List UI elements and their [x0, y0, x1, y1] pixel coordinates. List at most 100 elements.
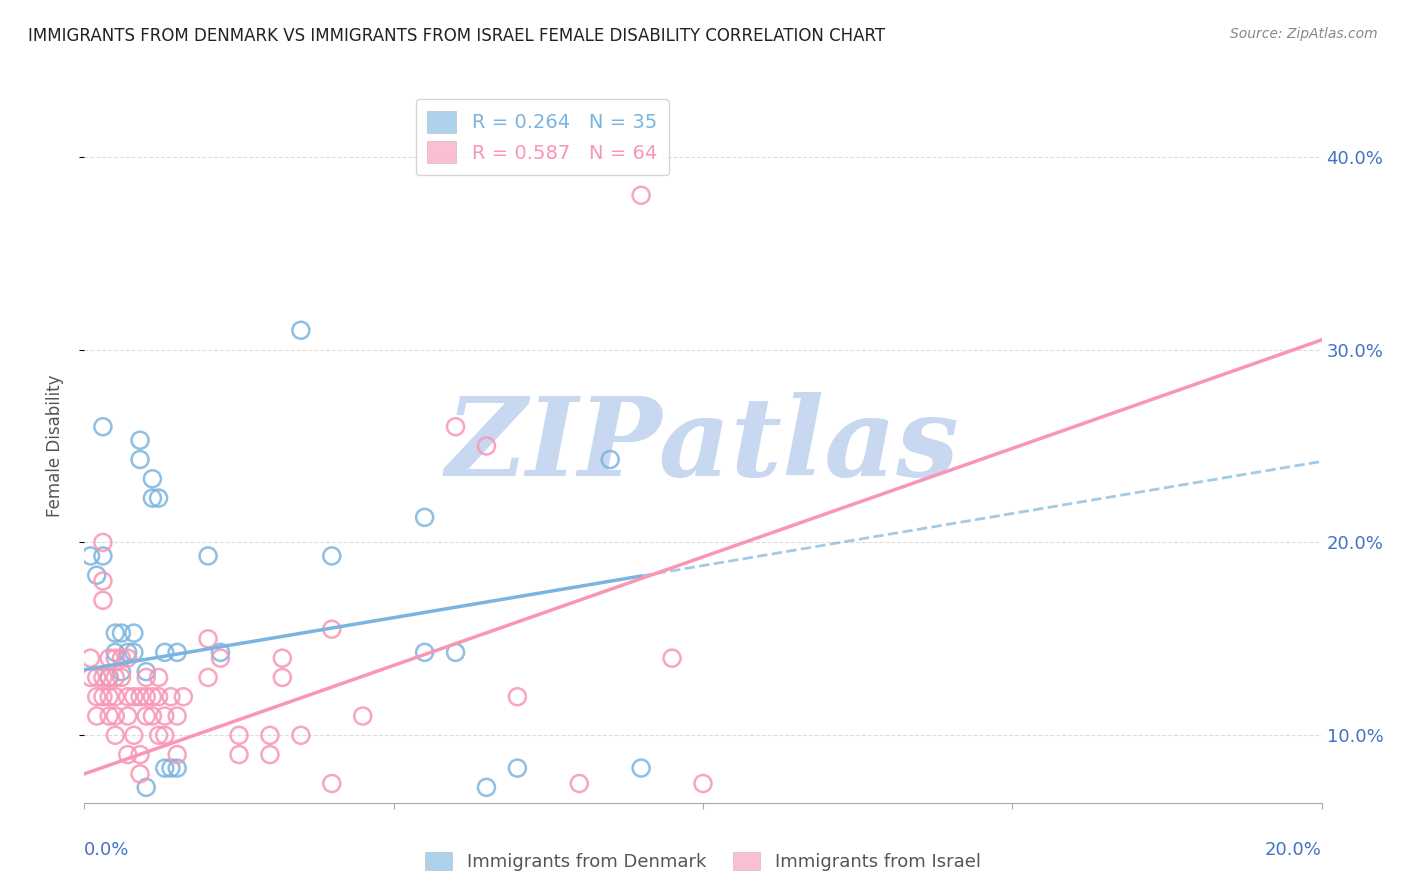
Point: [86, 709, 108, 723]
Point: [104, 670, 127, 684]
Legend: Immigrants from Denmark, Immigrants from Israel: Immigrants from Denmark, Immigrants from…: [418, 845, 988, 879]
Point: [599, 452, 621, 467]
Point: [153, 761, 176, 775]
Point: [321, 622, 343, 636]
Point: [661, 651, 683, 665]
Point: [148, 670, 170, 684]
Point: [259, 728, 281, 742]
Point: [110, 626, 132, 640]
Point: [135, 709, 157, 723]
Point: [692, 776, 714, 790]
Point: [98, 690, 121, 704]
Point: [209, 651, 232, 665]
Point: [117, 645, 139, 659]
Point: [104, 626, 127, 640]
Point: [135, 670, 157, 684]
Point: [197, 670, 219, 684]
Point: [153, 645, 176, 659]
Point: [122, 728, 145, 742]
Point: [117, 651, 139, 665]
Point: [148, 690, 170, 704]
Point: [98, 651, 121, 665]
Point: [568, 776, 591, 790]
Point: [135, 665, 157, 679]
Point: [259, 747, 281, 762]
Point: [166, 747, 188, 762]
Point: [290, 323, 312, 337]
Point: [98, 670, 121, 684]
Point: [141, 491, 163, 505]
Point: [228, 747, 250, 762]
Point: [160, 690, 183, 704]
Point: [630, 188, 652, 202]
Point: [129, 452, 152, 467]
Point: [91, 690, 114, 704]
Point: [117, 747, 139, 762]
Point: [129, 767, 152, 781]
Point: [104, 645, 127, 659]
Point: [160, 761, 183, 775]
Point: [98, 709, 121, 723]
Point: [506, 761, 529, 775]
Point: [444, 419, 467, 434]
Point: [91, 670, 114, 684]
Point: [172, 690, 194, 704]
Point: [91, 535, 114, 549]
Point: [104, 690, 127, 704]
Point: [91, 549, 114, 563]
Point: [86, 690, 108, 704]
Point: [141, 690, 163, 704]
Point: [290, 728, 312, 742]
Point: [122, 626, 145, 640]
Point: [506, 690, 529, 704]
Point: [98, 670, 121, 684]
Text: Source: ZipAtlas.com: Source: ZipAtlas.com: [1230, 27, 1378, 41]
Point: [321, 776, 343, 790]
Point: [166, 761, 188, 775]
Point: [91, 419, 114, 434]
Point: [153, 728, 176, 742]
Point: [110, 670, 132, 684]
Point: [228, 728, 250, 742]
Point: [148, 728, 170, 742]
Point: [197, 632, 219, 646]
Legend: R = 0.264   N = 35, R = 0.587   N = 64: R = 0.264 N = 35, R = 0.587 N = 64: [416, 99, 669, 175]
Text: IMMIGRANTS FROM DENMARK VS IMMIGRANTS FROM ISRAEL FEMALE DISABILITY CORRELATION : IMMIGRANTS FROM DENMARK VS IMMIGRANTS FR…: [28, 27, 886, 45]
Point: [444, 645, 467, 659]
Point: [413, 510, 436, 524]
Point: [86, 670, 108, 684]
Text: 20.0%: 20.0%: [1265, 841, 1322, 859]
Point: [321, 549, 343, 563]
Point: [141, 472, 163, 486]
Point: [110, 665, 132, 679]
Point: [117, 709, 139, 723]
Point: [135, 780, 157, 795]
Point: [79, 549, 101, 563]
Point: [104, 709, 127, 723]
Point: [117, 690, 139, 704]
Point: [122, 645, 145, 659]
Point: [122, 690, 145, 704]
Point: [209, 645, 232, 659]
Point: [197, 549, 219, 563]
Point: [271, 670, 294, 684]
Point: [413, 645, 436, 659]
Point: [79, 670, 101, 684]
Point: [166, 645, 188, 659]
Point: [79, 651, 101, 665]
Y-axis label: Female Disability: Female Disability: [45, 375, 63, 517]
Text: ZIPatlas: ZIPatlas: [446, 392, 960, 500]
Point: [129, 747, 152, 762]
Point: [129, 434, 152, 448]
Point: [110, 651, 132, 665]
Text: 0.0%: 0.0%: [84, 841, 129, 859]
Point: [271, 651, 294, 665]
Point: [135, 690, 157, 704]
Point: [129, 690, 152, 704]
Point: [475, 439, 498, 453]
Point: [91, 574, 114, 588]
Point: [630, 761, 652, 775]
Point: [104, 651, 127, 665]
Point: [104, 728, 127, 742]
Point: [86, 568, 108, 582]
